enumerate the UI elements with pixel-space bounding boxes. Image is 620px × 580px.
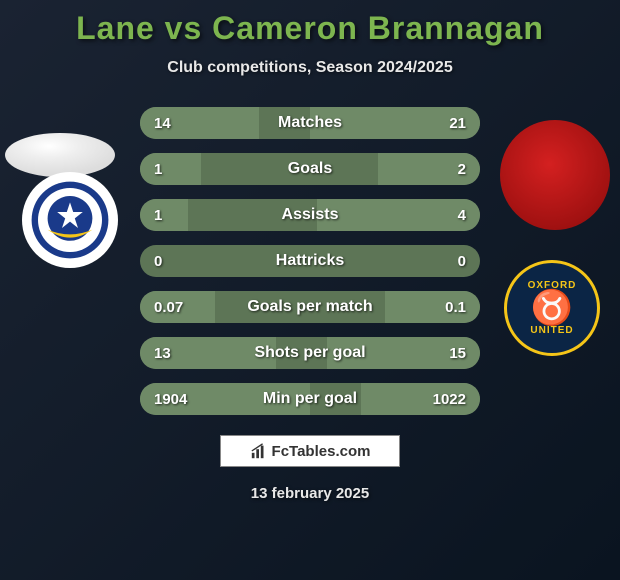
stat-right: 0 [458,253,466,270]
stat-label: Shots per goal [254,344,365,362]
stat-right: 0.1 [445,299,466,316]
club1-badge [22,172,118,268]
club2-badge: OXFORD ♉ UNITED [504,260,600,356]
stat-label: Goals [288,160,332,178]
stat-label: Assists [282,206,339,224]
page-title: Lane vs Cameron Brannagan [0,0,620,47]
stat-left: 1 [154,161,162,178]
subtitle: Club competitions, Season 2024/2025 [0,59,620,77]
stat-row-goals: 1 Goals 2 [140,153,480,185]
stat-left: 0 [154,253,162,270]
stat-row-matches: 14 Matches 21 [140,107,480,139]
stat-left: 14 [154,115,171,132]
bull-icon: ♉ [528,291,577,325]
stat-right: 1022 [433,391,466,408]
stat-right: 4 [458,207,466,224]
stat-label: Hattricks [276,252,344,270]
date-text: 13 february 2025 [0,485,620,502]
stat-right: 21 [449,115,466,132]
stat-label: Goals per match [247,298,372,316]
portsmouth-icon [30,180,110,260]
stats-container: 14Matches211Goals21Assists40Hattricks00.… [140,107,480,415]
club2-text2: UNITED [528,325,577,336]
stat-right: 15 [449,345,466,362]
player2-avatar [500,120,610,230]
stat-row-goals-per-match: 0.07 Goals per match 0.1 [140,291,480,323]
stat-row-min-per-goal: 1904 Min per goal 1022 [140,383,480,415]
stat-left: 1 [154,207,162,224]
stat-row-hattricks: 0 Hattricks 0 [140,245,480,277]
player1-avatar [5,133,115,177]
stat-label: Matches [278,114,342,132]
stat-row-shots-per-goal: 13 Shots per goal 15 [140,337,480,369]
fctables-logo[interactable]: FcTables.com [220,435,400,467]
chart-icon [250,442,268,460]
stat-left: 13 [154,345,171,362]
stat-right: 2 [458,161,466,178]
stat-left: 1904 [154,391,187,408]
stat-left: 0.07 [154,299,183,316]
stat-row-assists: 1 Assists 4 [140,199,480,231]
fctables-text: FcTables.com [272,443,371,460]
stat-label: Min per goal [263,390,357,408]
